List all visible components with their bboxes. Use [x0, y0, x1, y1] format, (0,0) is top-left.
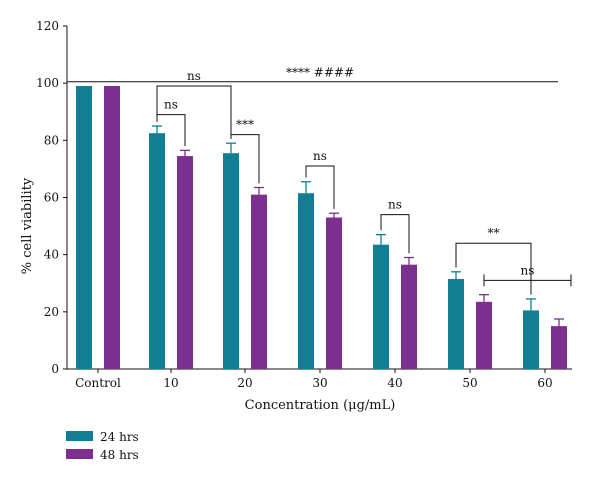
y-tick-label: 100 — [36, 76, 59, 90]
bar — [401, 264, 417, 369]
y-tick-label: 120 — [36, 19, 59, 33]
bar — [523, 310, 539, 369]
error-bars — [152, 125, 564, 327]
significance-label: ns — [521, 263, 535, 277]
x-tick-label: 10 — [163, 376, 178, 390]
bar — [326, 217, 342, 369]
significance-label: *** — [236, 118, 254, 132]
legend-swatch — [66, 431, 93, 441]
bar — [373, 244, 389, 369]
significance-label: ** — [488, 226, 500, 240]
y-tick-label: 60 — [44, 191, 59, 205]
tick-labels: 0 20 40 60 80 100 120 Control 10 20 30 40 50 60 — [36, 19, 553, 390]
x-tick-label: 40 — [387, 376, 402, 390]
x-tick-label: 60 — [537, 376, 552, 390]
bar — [223, 153, 239, 369]
significance-bracket — [156, 85, 232, 139]
x-tick-label: Control — [75, 376, 121, 390]
bar — [104, 86, 120, 370]
significance-bracket — [230, 134, 260, 184]
x-tick-label: 50 — [462, 376, 477, 390]
bar — [251, 194, 267, 369]
legend-swatch — [66, 449, 93, 459]
significance-label: ns — [164, 98, 178, 112]
significance-label: ns — [388, 198, 402, 212]
significance-bracket — [380, 214, 410, 254]
bar — [76, 86, 92, 370]
y-tick-label: 20 — [44, 305, 59, 319]
y-axis-title: % cell viability — [20, 177, 35, 274]
bar — [476, 301, 492, 369]
legend-label: 48 hrs — [100, 448, 139, 462]
y-tick-label: 40 — [44, 248, 59, 262]
bar — [177, 156, 193, 369]
bar — [448, 278, 464, 369]
significance-label: ns — [313, 149, 327, 163]
x-tick-label: 20 — [237, 376, 252, 390]
legend: 24 hrs 48 hrs — [66, 430, 139, 462]
bar — [298, 193, 314, 369]
significance-label: ns — [187, 69, 201, 83]
significance-bracket — [305, 165, 335, 209]
y-tick-label: 0 — [51, 362, 59, 376]
x-tick-label: 30 — [312, 376, 327, 390]
bar — [149, 133, 165, 369]
y-tick-label: 80 — [44, 133, 59, 147]
x-axis-title: Concentration (μg/mL) — [245, 398, 396, 413]
bars — [76, 86, 567, 370]
significance-bracket — [455, 242, 532, 295]
legend-label: 24 hrs — [100, 430, 139, 444]
bar — [551, 326, 567, 369]
overall-significance-label: **** #### — [286, 66, 354, 80]
significance-annotations: **** #### ns ns *** ns ns ** ns — [67, 66, 572, 295]
